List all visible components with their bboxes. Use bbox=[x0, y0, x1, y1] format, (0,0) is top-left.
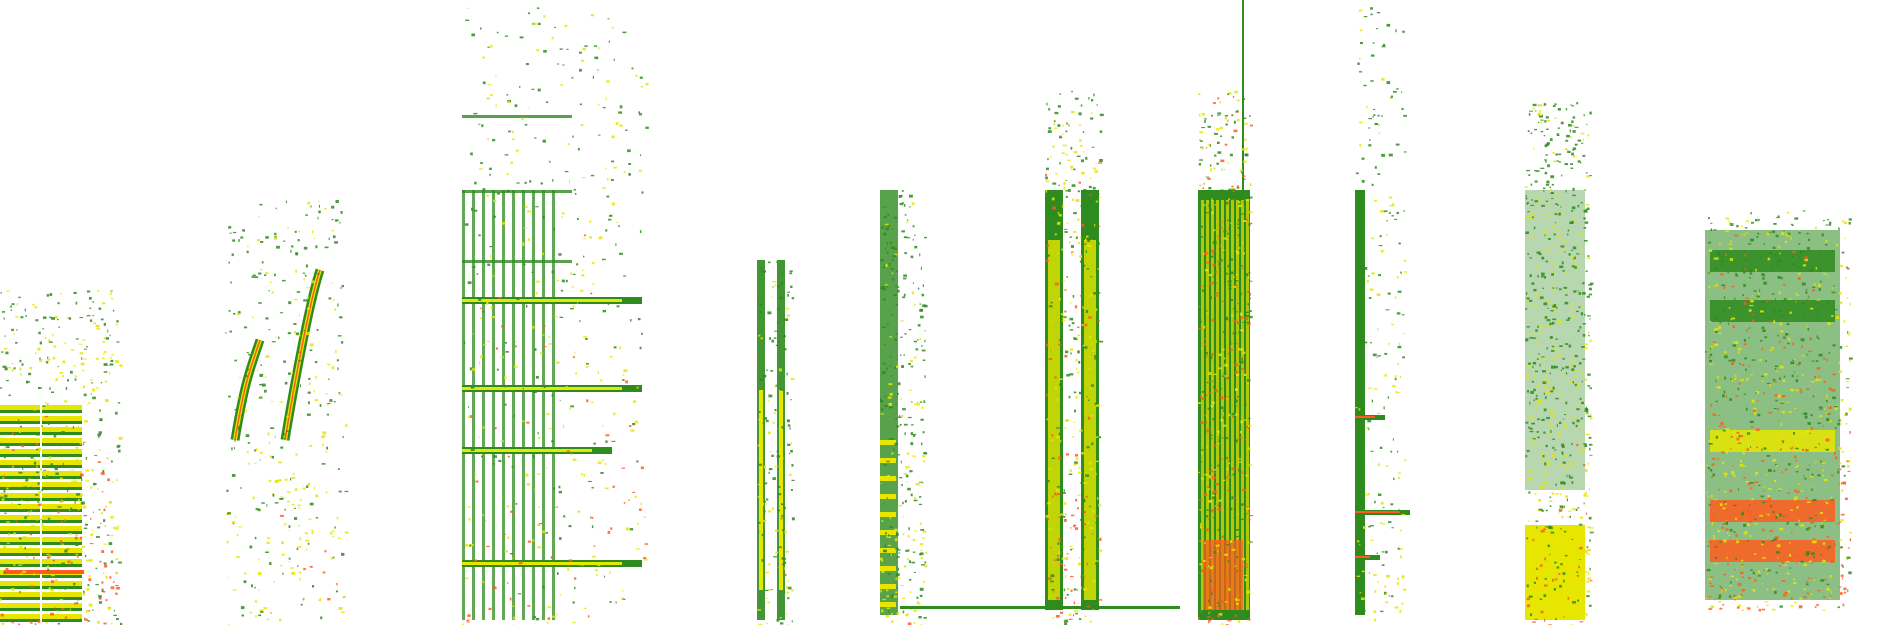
thin-tonal-column bbox=[1355, 7, 1410, 622]
tonal-harmonic-series bbox=[462, 7, 649, 625]
clicks-column bbox=[880, 190, 928, 625]
diffuse-noise-column bbox=[1525, 102, 1594, 625]
harmonic-stack-pair bbox=[0, 290, 123, 625]
patchy-broadband-cluster bbox=[1705, 210, 1853, 612]
narrow-vertical-pair bbox=[757, 260, 795, 625]
frequency-sweeps bbox=[225, 200, 349, 625]
twin-broadband-columns bbox=[900, 90, 1180, 625]
dense-broadband-block bbox=[1198, 0, 1254, 625]
